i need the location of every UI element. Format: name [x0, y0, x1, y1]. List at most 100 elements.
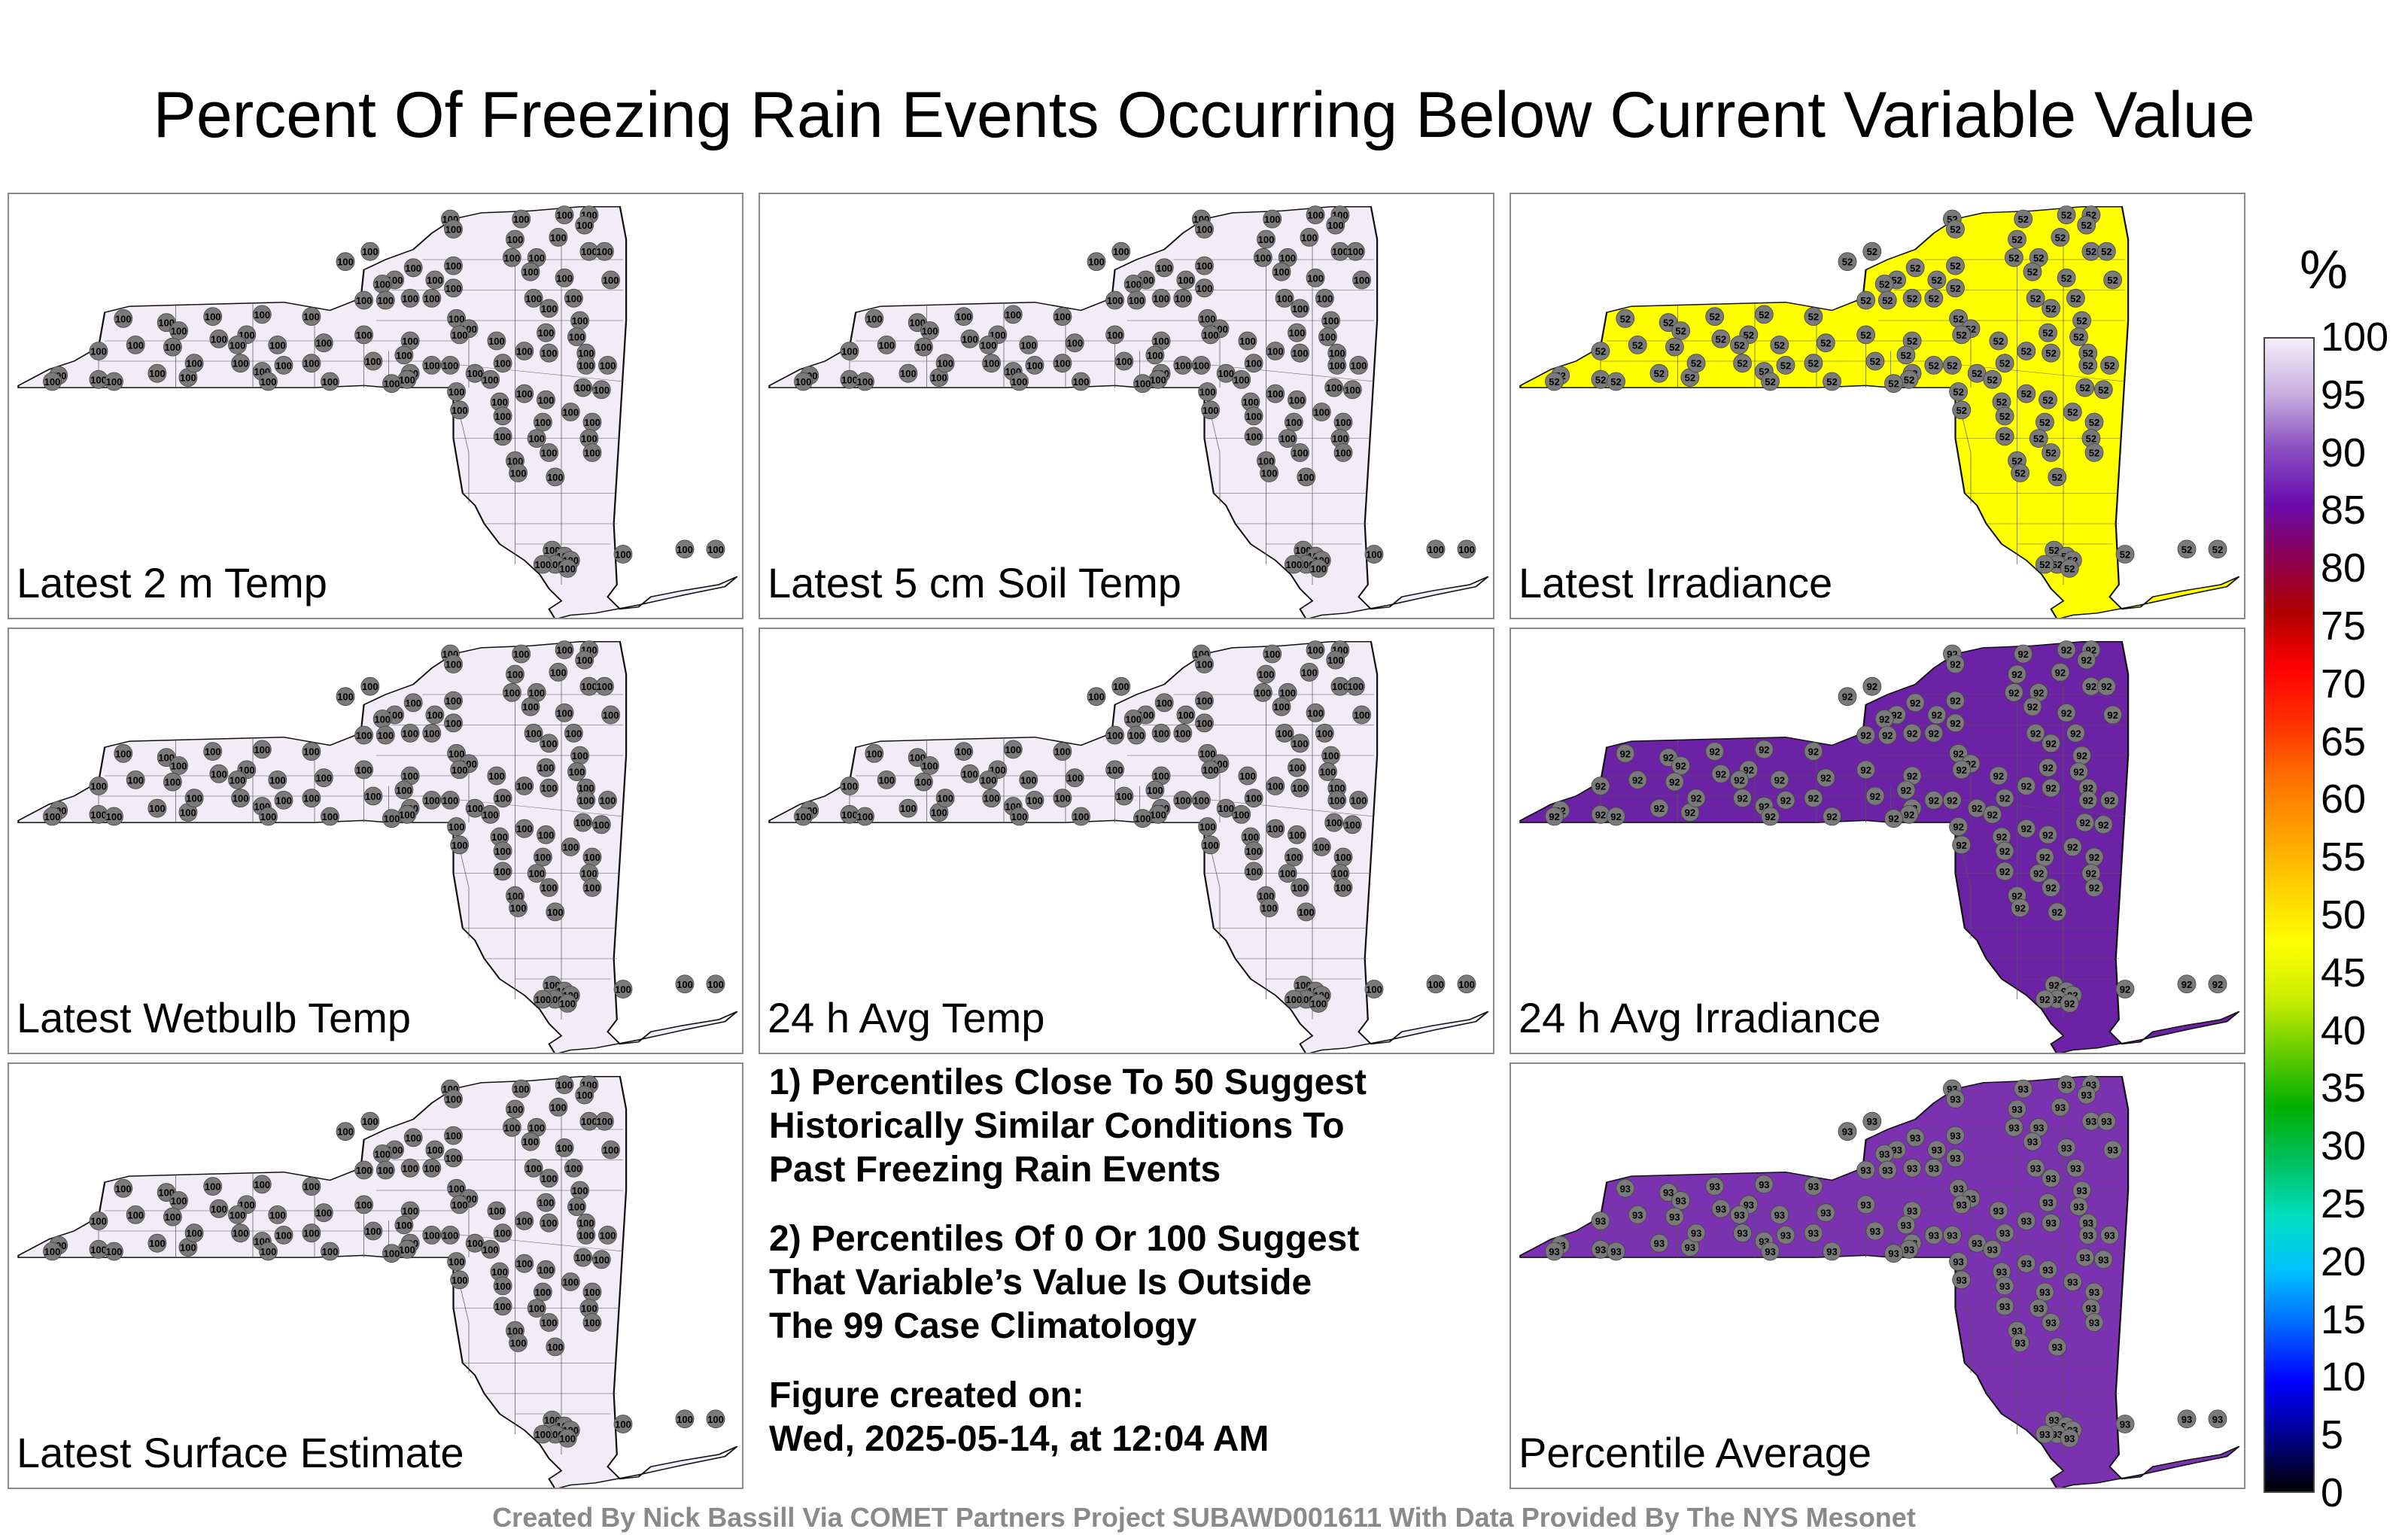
- station-value: 100: [1202, 840, 1219, 851]
- station-value: 100: [1196, 260, 1213, 272]
- station-value: 100: [984, 358, 1000, 369]
- station-value: 100: [1026, 360, 1043, 371]
- station-value: 100: [1153, 336, 1169, 347]
- station-marker: [1297, 467, 1316, 487]
- station-marker: [540, 1169, 558, 1188]
- station-marker: [2097, 1111, 2116, 1131]
- station-value: 100: [405, 698, 421, 709]
- colorbar-tick-label: 85: [2321, 488, 2367, 533]
- station-marker: [573, 1248, 593, 1267]
- station-value: 100: [180, 807, 196, 819]
- station-marker: [2005, 682, 2023, 702]
- station-value: 92: [1595, 781, 1606, 792]
- station-value: 92: [2021, 823, 2032, 834]
- station-value: 100: [1116, 356, 1133, 367]
- station-marker: [840, 342, 859, 360]
- station-value: 93: [2076, 1185, 2087, 1196]
- station-value: 92: [1765, 811, 1775, 822]
- station-value: 100: [303, 1181, 320, 1193]
- station-value: 93: [1826, 1246, 1837, 1257]
- station-marker: [2177, 974, 2197, 994]
- station-marker: [252, 740, 272, 759]
- station-value: 100: [578, 1217, 594, 1229]
- station-value: 100: [981, 774, 997, 786]
- station-value: 100: [1317, 293, 1333, 304]
- station-value: 100: [513, 214, 530, 225]
- station-marker: [375, 290, 395, 310]
- station-value: 100: [1317, 728, 1333, 739]
- station-marker: [147, 798, 167, 818]
- station-marker: [1628, 770, 1647, 789]
- station-marker: [422, 1158, 442, 1178]
- station-value: 92: [2098, 819, 2109, 831]
- station-marker: [1705, 742, 1725, 761]
- station-marker: [1145, 780, 1165, 800]
- station-value: 92: [1595, 809, 1606, 820]
- station-marker: [1865, 786, 1885, 806]
- station-value: 93: [1950, 1130, 1960, 1141]
- station-marker: [1761, 807, 1780, 826]
- note-1: 1) Percentiles Close To 50 Suggest Histo…: [769, 1061, 1476, 1192]
- station-marker: [2011, 1333, 2029, 1352]
- station-marker: [1025, 790, 1044, 810]
- station-value: 100: [365, 1226, 382, 1237]
- station-marker: [515, 342, 534, 360]
- station-value: 100: [1427, 979, 1444, 990]
- station-value: 100: [707, 979, 724, 990]
- station-value: 100: [566, 1163, 582, 1174]
- station-value: 100: [1273, 266, 1290, 278]
- station-value: 100: [909, 318, 926, 329]
- station-value: 93: [1879, 1148, 1890, 1160]
- station-value: 100: [538, 1197, 555, 1208]
- station-value: 100: [581, 246, 597, 257]
- station-value: 93: [1734, 1209, 1744, 1220]
- station-value: 52: [1950, 224, 1960, 236]
- station-marker: [1133, 809, 1152, 828]
- station-value: 100: [427, 710, 443, 721]
- station-marker: [1154, 693, 1174, 713]
- station-marker: [537, 825, 555, 844]
- station-marker: [1927, 270, 1947, 290]
- station-marker: [2084, 878, 2104, 897]
- station-value: 52: [2079, 382, 2090, 394]
- station-value: 100: [482, 809, 499, 820]
- station-value: 100: [427, 275, 443, 286]
- station-value: 93: [2048, 1415, 2059, 1426]
- station-marker: [444, 1148, 463, 1168]
- station-value: 52: [1972, 368, 1982, 379]
- station-value: 93: [2042, 1197, 2053, 1208]
- station-value: 100: [1199, 387, 1216, 398]
- station-value: 92: [2021, 781, 2032, 792]
- station-marker: [1924, 790, 1944, 810]
- station-marker: [444, 1126, 463, 1145]
- station-value: 100: [597, 681, 613, 692]
- station-marker: [2115, 980, 2135, 999]
- station-value: 93: [2086, 1303, 2096, 1315]
- station-value: 52: [2030, 293, 2041, 304]
- station-value: 93: [1654, 1238, 1665, 1249]
- station-value: 100: [1286, 852, 1303, 863]
- station-value: 52: [1842, 257, 1853, 268]
- station-marker: [274, 790, 293, 810]
- station-value: 52: [2061, 210, 2072, 221]
- station-marker: [360, 242, 380, 261]
- station-marker: [1326, 215, 1345, 235]
- station-marker: [675, 1409, 695, 1429]
- station-marker: [422, 355, 442, 375]
- station-value: 100: [1113, 246, 1130, 257]
- station-value: 100: [1323, 750, 1339, 761]
- station-value: 52: [2098, 385, 2109, 396]
- station-value: 100: [356, 730, 372, 741]
- station-marker: [493, 1276, 512, 1296]
- station-value: 52: [2055, 232, 2066, 243]
- station-marker: [2051, 1097, 2070, 1117]
- station-value: 92: [2104, 795, 2115, 806]
- station-marker: [1838, 687, 1857, 707]
- station-value: 100: [1329, 360, 1345, 371]
- station-marker: [1173, 790, 1193, 810]
- station-marker: [1776, 355, 1795, 375]
- station-value: 100: [451, 405, 468, 416]
- station-value: 100: [275, 795, 292, 806]
- station-value: 100: [575, 382, 591, 394]
- station-marker: [43, 1242, 62, 1261]
